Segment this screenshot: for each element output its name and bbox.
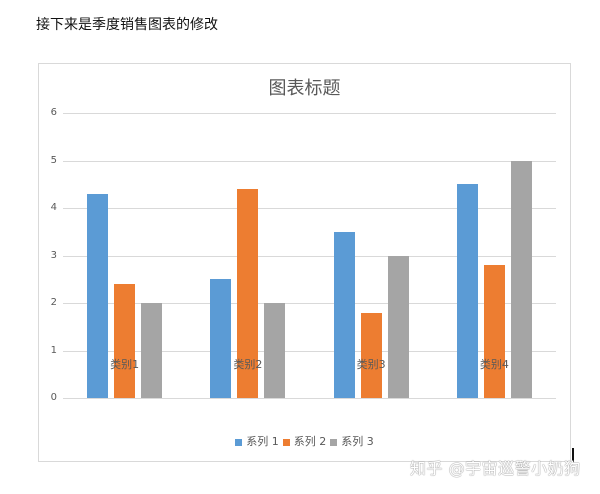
bar[interactable]: [483, 265, 505, 398]
gridline: [63, 350, 556, 352]
bar[interactable]: [264, 303, 286, 398]
bar[interactable]: [360, 312, 382, 398]
legend-item[interactable]: 系列 3: [330, 433, 374, 449]
page-heading: 接下来是季度销售图表的修改: [36, 17, 218, 33]
plot-area[interactable]: 0 1 2 3 4 5 6: [51, 107, 556, 403]
legend-label: 系列 3: [341, 435, 374, 448]
gridline: [63, 255, 556, 257]
bar[interactable]: [456, 184, 478, 398]
x-tick-label: 类别2: [233, 358, 263, 371]
legend-item[interactable]: 系列 1: [235, 433, 279, 449]
bar[interactable]: [510, 160, 532, 398]
y-tick-label: 4: [50, 202, 57, 213]
x-tick-label: 类别3: [356, 358, 386, 371]
y-tick-label: 6: [50, 107, 57, 118]
gridline: [63, 303, 556, 304]
legend-item[interactable]: 系列 2: [282, 433, 327, 449]
chart-title[interactable]: 图表标题: [268, 78, 341, 99]
legend-label: 系列 2: [293, 435, 327, 448]
chart-frame[interactable]: 图表标题 0 1 2 3 4 5 6 类别1 类别2 类别3 类别4 系列 1 系列 2 系列 3: [38, 63, 571, 462]
legend-label: 系列 1: [246, 435, 279, 448]
gridline: [63, 398, 556, 399]
y-tick-label: 3: [50, 249, 57, 261]
watermark: 知乎 @宇宙巡警小奶狗: [410, 459, 581, 478]
gridline: [63, 160, 556, 162]
bar[interactable]: [114, 284, 136, 398]
y-tick-label: 0: [50, 392, 57, 403]
y-tick-label: 2: [50, 297, 57, 308]
bar[interactable]: [87, 193, 109, 398]
bar[interactable]: [333, 231, 355, 398]
text-cursor: [572, 448, 574, 462]
bar[interactable]: [237, 189, 259, 398]
chart-legend[interactable]: 系列 1 系列 2 系列 3: [39, 433, 570, 449]
gridline: [63, 113, 556, 114]
legend-swatch-icon: [282, 438, 290, 446]
bar[interactable]: [141, 303, 163, 398]
gridline: [63, 208, 556, 209]
x-tick-label: 类别4: [479, 358, 509, 371]
y-tick-label: 5: [50, 154, 57, 166]
x-tick-label: 类别1: [110, 358, 140, 371]
bar[interactable]: [387, 255, 409, 398]
legend-swatch-icon: [330, 438, 338, 446]
y-tick-label: 1: [50, 344, 57, 356]
bar[interactable]: [210, 279, 232, 398]
legend-swatch-icon: [235, 438, 243, 446]
